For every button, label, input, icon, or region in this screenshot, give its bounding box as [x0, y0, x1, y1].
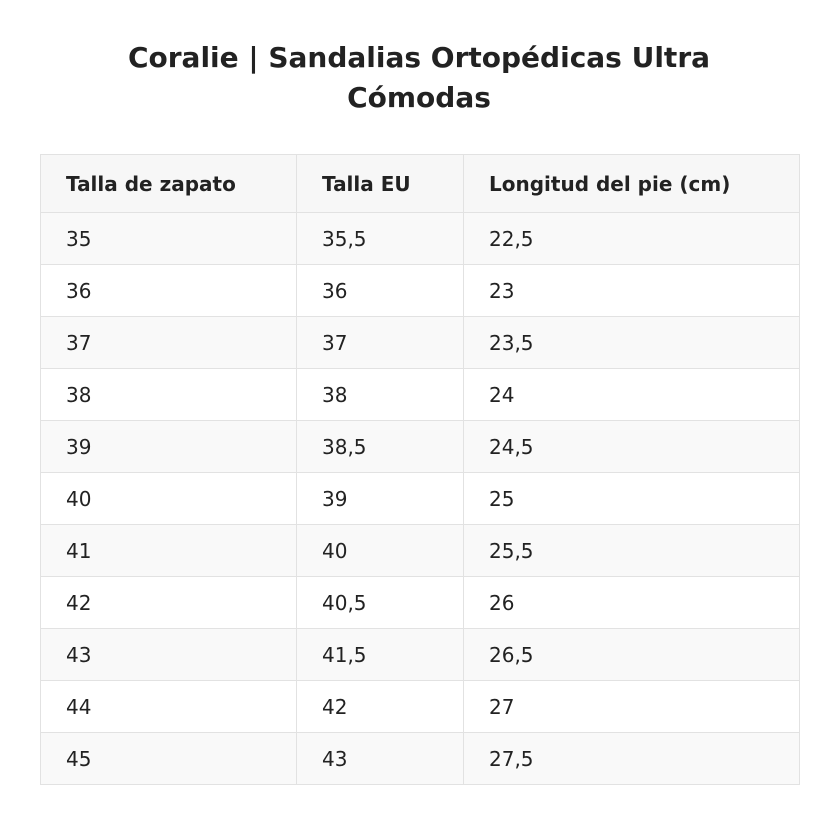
cell-shoe-size: 39 [40, 420, 297, 473]
cell-foot-length: 23 [463, 264, 800, 317]
cell-foot-length: 23,5 [463, 316, 800, 369]
table-row: 40 39 25 [40, 472, 800, 525]
table-row: 42 40,5 26 [40, 576, 800, 629]
cell-eu-size: 37 [296, 316, 464, 369]
cell-shoe-size: 37 [40, 316, 297, 369]
cell-foot-length: 25,5 [463, 524, 800, 577]
cell-eu-size: 35,5 [296, 212, 464, 265]
cell-foot-length: 22,5 [463, 212, 800, 265]
cell-eu-size: 40 [296, 524, 464, 577]
cell-eu-size: 38 [296, 368, 464, 421]
column-header-shoe-size: Talla de zapato [40, 154, 297, 213]
cell-eu-size: 40,5 [296, 576, 464, 629]
cell-shoe-size: 36 [40, 264, 297, 317]
table-body: 35 35,5 22,5 36 36 23 37 37 23,5 38 38 24 39 38,5 24,5… [40, 212, 800, 785]
page-title: Coralie | Sandalias Ortopédicas Ultra Có… [0, 38, 838, 118]
cell-eu-size: 42 [296, 680, 464, 733]
cell-eu-size: 36 [296, 264, 464, 317]
table-row: 39 38,5 24,5 [40, 420, 800, 473]
column-header-foot-length: Longitud del pie (cm) [463, 154, 800, 213]
table-row: 45 43 27,5 [40, 732, 800, 785]
cell-foot-length: 27,5 [463, 732, 800, 785]
table-row: 36 36 23 [40, 264, 800, 317]
cell-foot-length: 24 [463, 368, 800, 421]
cell-eu-size: 38,5 [296, 420, 464, 473]
table-row: 35 35,5 22,5 [40, 212, 800, 265]
table-row: 37 37 23,5 [40, 316, 800, 369]
table-header: Talla de zapato Talla EU Longitud del pi… [40, 154, 800, 213]
table-row: 38 38 24 [40, 368, 800, 421]
cell-shoe-size: 35 [40, 212, 297, 265]
cell-shoe-size: 41 [40, 524, 297, 577]
cell-shoe-size: 40 [40, 472, 297, 525]
cell-shoe-size: 45 [40, 732, 297, 785]
cell-shoe-size: 38 [40, 368, 297, 421]
cell-eu-size: 39 [296, 472, 464, 525]
cell-shoe-size: 43 [40, 628, 297, 681]
cell-eu-size: 43 [296, 732, 464, 785]
cell-foot-length: 25 [463, 472, 800, 525]
cell-shoe-size: 42 [40, 576, 297, 629]
table-header-row: Talla de zapato Talla EU Longitud del pi… [40, 154, 800, 213]
table-row: 41 40 25,5 [40, 524, 800, 577]
cell-foot-length: 26,5 [463, 628, 800, 681]
cell-shoe-size: 44 [40, 680, 297, 733]
cell-eu-size: 41,5 [296, 628, 464, 681]
cell-foot-length: 26 [463, 576, 800, 629]
table-row: 43 41,5 26,5 [40, 628, 800, 681]
column-header-eu-size: Talla EU [296, 154, 464, 213]
cell-foot-length: 27 [463, 680, 800, 733]
cell-foot-length: 24,5 [463, 420, 800, 473]
table-row: 44 42 27 [40, 680, 800, 733]
size-chart-table: Talla de zapato Talla EU Longitud del pi… [40, 154, 800, 785]
page-title-text: Coralie | Sandalias Ortopédicas Ultra Có… [127, 41, 711, 114]
